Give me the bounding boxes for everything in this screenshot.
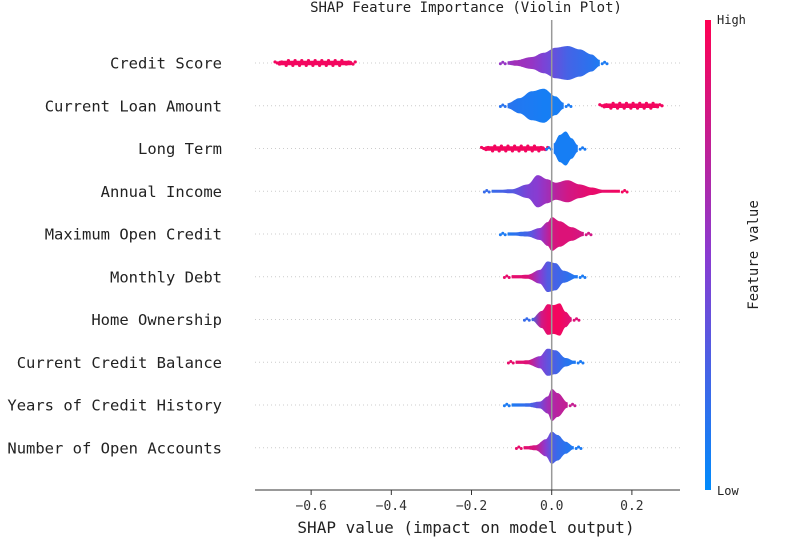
violin-number-of-open-accounts bbox=[523, 431, 574, 464]
colorbar-low-label: Low bbox=[717, 484, 739, 498]
shap-point bbox=[569, 105, 573, 109]
shap-point bbox=[353, 60, 357, 64]
shap-point bbox=[581, 146, 585, 150]
shap-point bbox=[660, 104, 664, 108]
shap-point bbox=[502, 276, 506, 280]
shap-point bbox=[522, 318, 526, 322]
colorbar-high-label: High bbox=[717, 13, 746, 27]
shap-point bbox=[576, 361, 580, 365]
shap-point bbox=[501, 231, 505, 235]
shap-point bbox=[577, 318, 581, 322]
shap-point-cluster bbox=[602, 103, 659, 108]
shap-point bbox=[600, 62, 604, 66]
x-axis-ticks: −0.6 −0.4 −0.2 0.0 0.2 bbox=[295, 490, 644, 514]
shap-point bbox=[571, 402, 575, 406]
feature-row-guides bbox=[255, 62, 680, 449]
violin-annual-income bbox=[491, 175, 620, 208]
violin-current-credit-balance bbox=[515, 348, 576, 376]
shap-point bbox=[511, 361, 515, 365]
shap-point-cluster bbox=[484, 146, 545, 151]
shap-point bbox=[498, 62, 502, 66]
shap-point bbox=[564, 105, 568, 109]
shap-point bbox=[509, 359, 513, 363]
violin-layer bbox=[273, 46, 664, 464]
colorbar bbox=[705, 20, 711, 490]
shap-point bbox=[589, 233, 593, 237]
shap-point bbox=[505, 402, 509, 406]
shap-point bbox=[517, 445, 521, 449]
shap-point bbox=[503, 62, 507, 66]
shap-point bbox=[482, 190, 486, 194]
shap-point bbox=[519, 447, 523, 451]
shap-point bbox=[487, 190, 491, 194]
shap-point bbox=[581, 361, 585, 365]
shap-point bbox=[579, 359, 583, 363]
shap-point bbox=[525, 317, 529, 321]
shap-point bbox=[584, 233, 588, 237]
violin-long-term bbox=[553, 131, 578, 166]
chart-title: SHAP Feature Importance (Violin Plot) bbox=[310, 0, 622, 16]
shap-point bbox=[503, 105, 507, 109]
shap-point bbox=[514, 447, 518, 451]
feature-label: Credit Score bbox=[110, 55, 222, 73]
shap-point bbox=[505, 274, 509, 278]
shap-point-cluster bbox=[278, 60, 353, 66]
shap-point bbox=[625, 190, 629, 194]
shap-point bbox=[501, 60, 505, 64]
shap-point bbox=[498, 105, 502, 109]
shap-point bbox=[581, 274, 585, 278]
shap-point bbox=[577, 445, 581, 449]
shap-point bbox=[567, 103, 571, 107]
violin-years-of-credit-history bbox=[511, 388, 568, 422]
feature-label: Monthly Debt bbox=[110, 268, 222, 286]
feature-label: Current Credit Balance bbox=[17, 354, 222, 372]
shap-point bbox=[545, 147, 549, 151]
shap-point bbox=[498, 233, 502, 237]
feature-label: Home Ownership bbox=[91, 311, 222, 329]
x-tick-label: −0.6 bbox=[295, 499, 326, 514]
violin-current-loan-amount bbox=[507, 88, 564, 123]
shap-point bbox=[527, 318, 531, 322]
feature-label: Annual Income bbox=[101, 183, 222, 201]
shap-point bbox=[620, 190, 624, 194]
shap-point bbox=[485, 188, 489, 192]
feature-labels: Credit Score Current Loan Amount Long Term… bbox=[7, 55, 222, 458]
shap-point bbox=[507, 404, 511, 408]
colorbar-title: Feature value bbox=[746, 200, 762, 310]
shap-point bbox=[623, 188, 627, 192]
shap-point bbox=[583, 147, 587, 151]
shap-point bbox=[579, 447, 583, 451]
feature-label: Number of Open Accounts bbox=[7, 439, 222, 457]
feature-label: Long Term bbox=[138, 140, 222, 158]
shap-point bbox=[547, 146, 551, 150]
shap-point bbox=[583, 276, 587, 280]
violin-monthly-debt bbox=[511, 261, 578, 292]
shap-point bbox=[605, 62, 609, 66]
shap-point bbox=[578, 147, 582, 151]
violin-maximum-open-credit bbox=[507, 217, 584, 251]
shap-point bbox=[502, 404, 506, 408]
shap-point bbox=[575, 317, 579, 321]
shap-point bbox=[572, 318, 576, 322]
shap-point bbox=[573, 404, 577, 408]
shap-point bbox=[574, 447, 578, 451]
shap-point bbox=[507, 276, 511, 280]
x-tick-label: −0.4 bbox=[376, 499, 407, 514]
x-tick-label: −0.2 bbox=[456, 499, 487, 514]
x-tick-label: 0.0 bbox=[540, 499, 563, 514]
x-axis-label: SHAP value (impact on model output) bbox=[297, 518, 634, 537]
feature-label: Years of Credit History bbox=[7, 397, 222, 415]
shap-point bbox=[578, 276, 582, 280]
shap-point bbox=[503, 233, 507, 237]
shap-point bbox=[603, 60, 607, 64]
x-tick-label: 0.2 bbox=[620, 499, 643, 514]
shap-point bbox=[506, 361, 510, 365]
feature-label: Current Loan Amount bbox=[45, 97, 222, 115]
shap-point bbox=[568, 404, 572, 408]
feature-label: Maximum Open Credit bbox=[45, 226, 222, 244]
violin-credit-score bbox=[507, 46, 600, 80]
shap-point bbox=[501, 103, 505, 107]
shap-point bbox=[587, 231, 591, 235]
